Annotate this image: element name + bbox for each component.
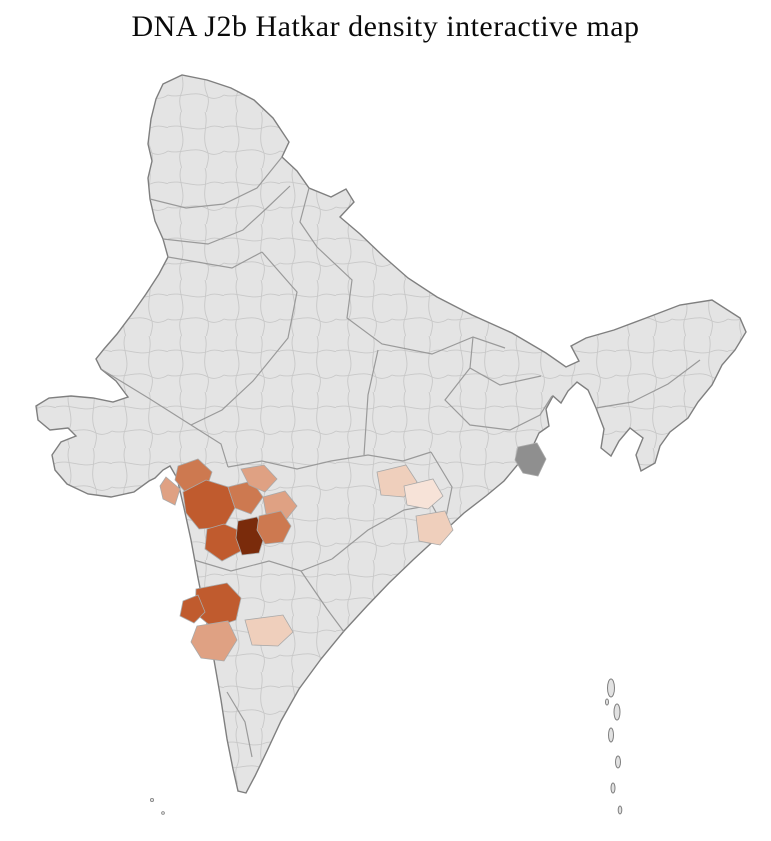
lakshadweep-island-dots xyxy=(149,798,165,815)
district-west-cluster-2[interactable] xyxy=(159,476,181,506)
district-east-patch-3[interactable] xyxy=(415,510,454,546)
district-south-cluster-2[interactable] xyxy=(179,594,206,624)
district-south-cluster-4[interactable] xyxy=(244,614,294,647)
andaman-nicobar-islands xyxy=(605,678,623,815)
district-urban-east[interactable] xyxy=(514,442,547,477)
district-highlights xyxy=(159,442,547,662)
district-east-patch-2[interactable] xyxy=(403,478,444,510)
india-landmass[interactable] xyxy=(35,74,747,794)
page-title: DNA J2b Hatkar density interactive map xyxy=(131,10,640,43)
district-south-cluster-3[interactable] xyxy=(190,620,238,662)
district-west-cluster-3[interactable] xyxy=(182,479,236,530)
district-west-cluster-5[interactable] xyxy=(240,464,278,493)
district-west-cluster-9[interactable] xyxy=(256,510,292,545)
